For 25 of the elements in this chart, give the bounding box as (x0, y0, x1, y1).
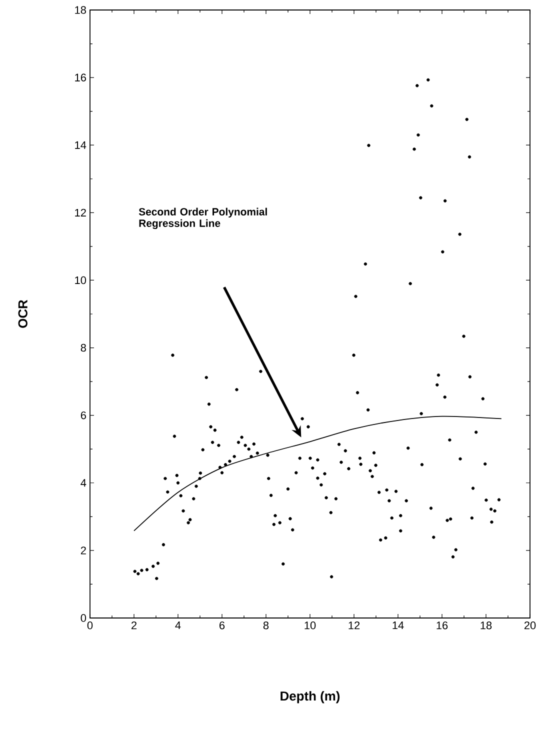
y-tick-label: 14 (75, 141, 86, 149)
x-tick-label: 8 (263, 622, 269, 630)
y-tick-label: 12 (75, 208, 86, 216)
x-tick-label: 4 (175, 622, 181, 630)
x-axis-title: Depth (m) (280, 691, 340, 704)
y-tick-label: 18 (75, 6, 86, 14)
y-tick-label: 0 (80, 614, 86, 622)
line-series (134, 416, 502, 532)
y-tick-label: 4 (80, 479, 86, 487)
x-tick-label: 18 (480, 622, 492, 630)
x-tick-label: 2 (132, 622, 136, 630)
y-axis-title: OCR (18, 300, 28, 328)
x-tick-label: 10 (304, 622, 316, 630)
y-tick-label: 2 (80, 546, 86, 554)
y-tick-label: 6 (80, 411, 86, 420)
x-tick-label: 14 (392, 622, 404, 630)
x-tick-label: 20 (524, 622, 536, 630)
y-tick-label: 10 (75, 276, 86, 284)
x-tick-label: 16 (436, 622, 448, 630)
annotation: Second Order Polynomial Regression Line (138, 208, 267, 230)
y-tick-label: 8 (80, 344, 86, 352)
y-tick-label: 16 (75, 74, 86, 82)
x-tick-label: 0 (87, 622, 93, 630)
x-tick-label: 12 (348, 622, 360, 630)
x-tick-label: 6 (220, 622, 225, 630)
